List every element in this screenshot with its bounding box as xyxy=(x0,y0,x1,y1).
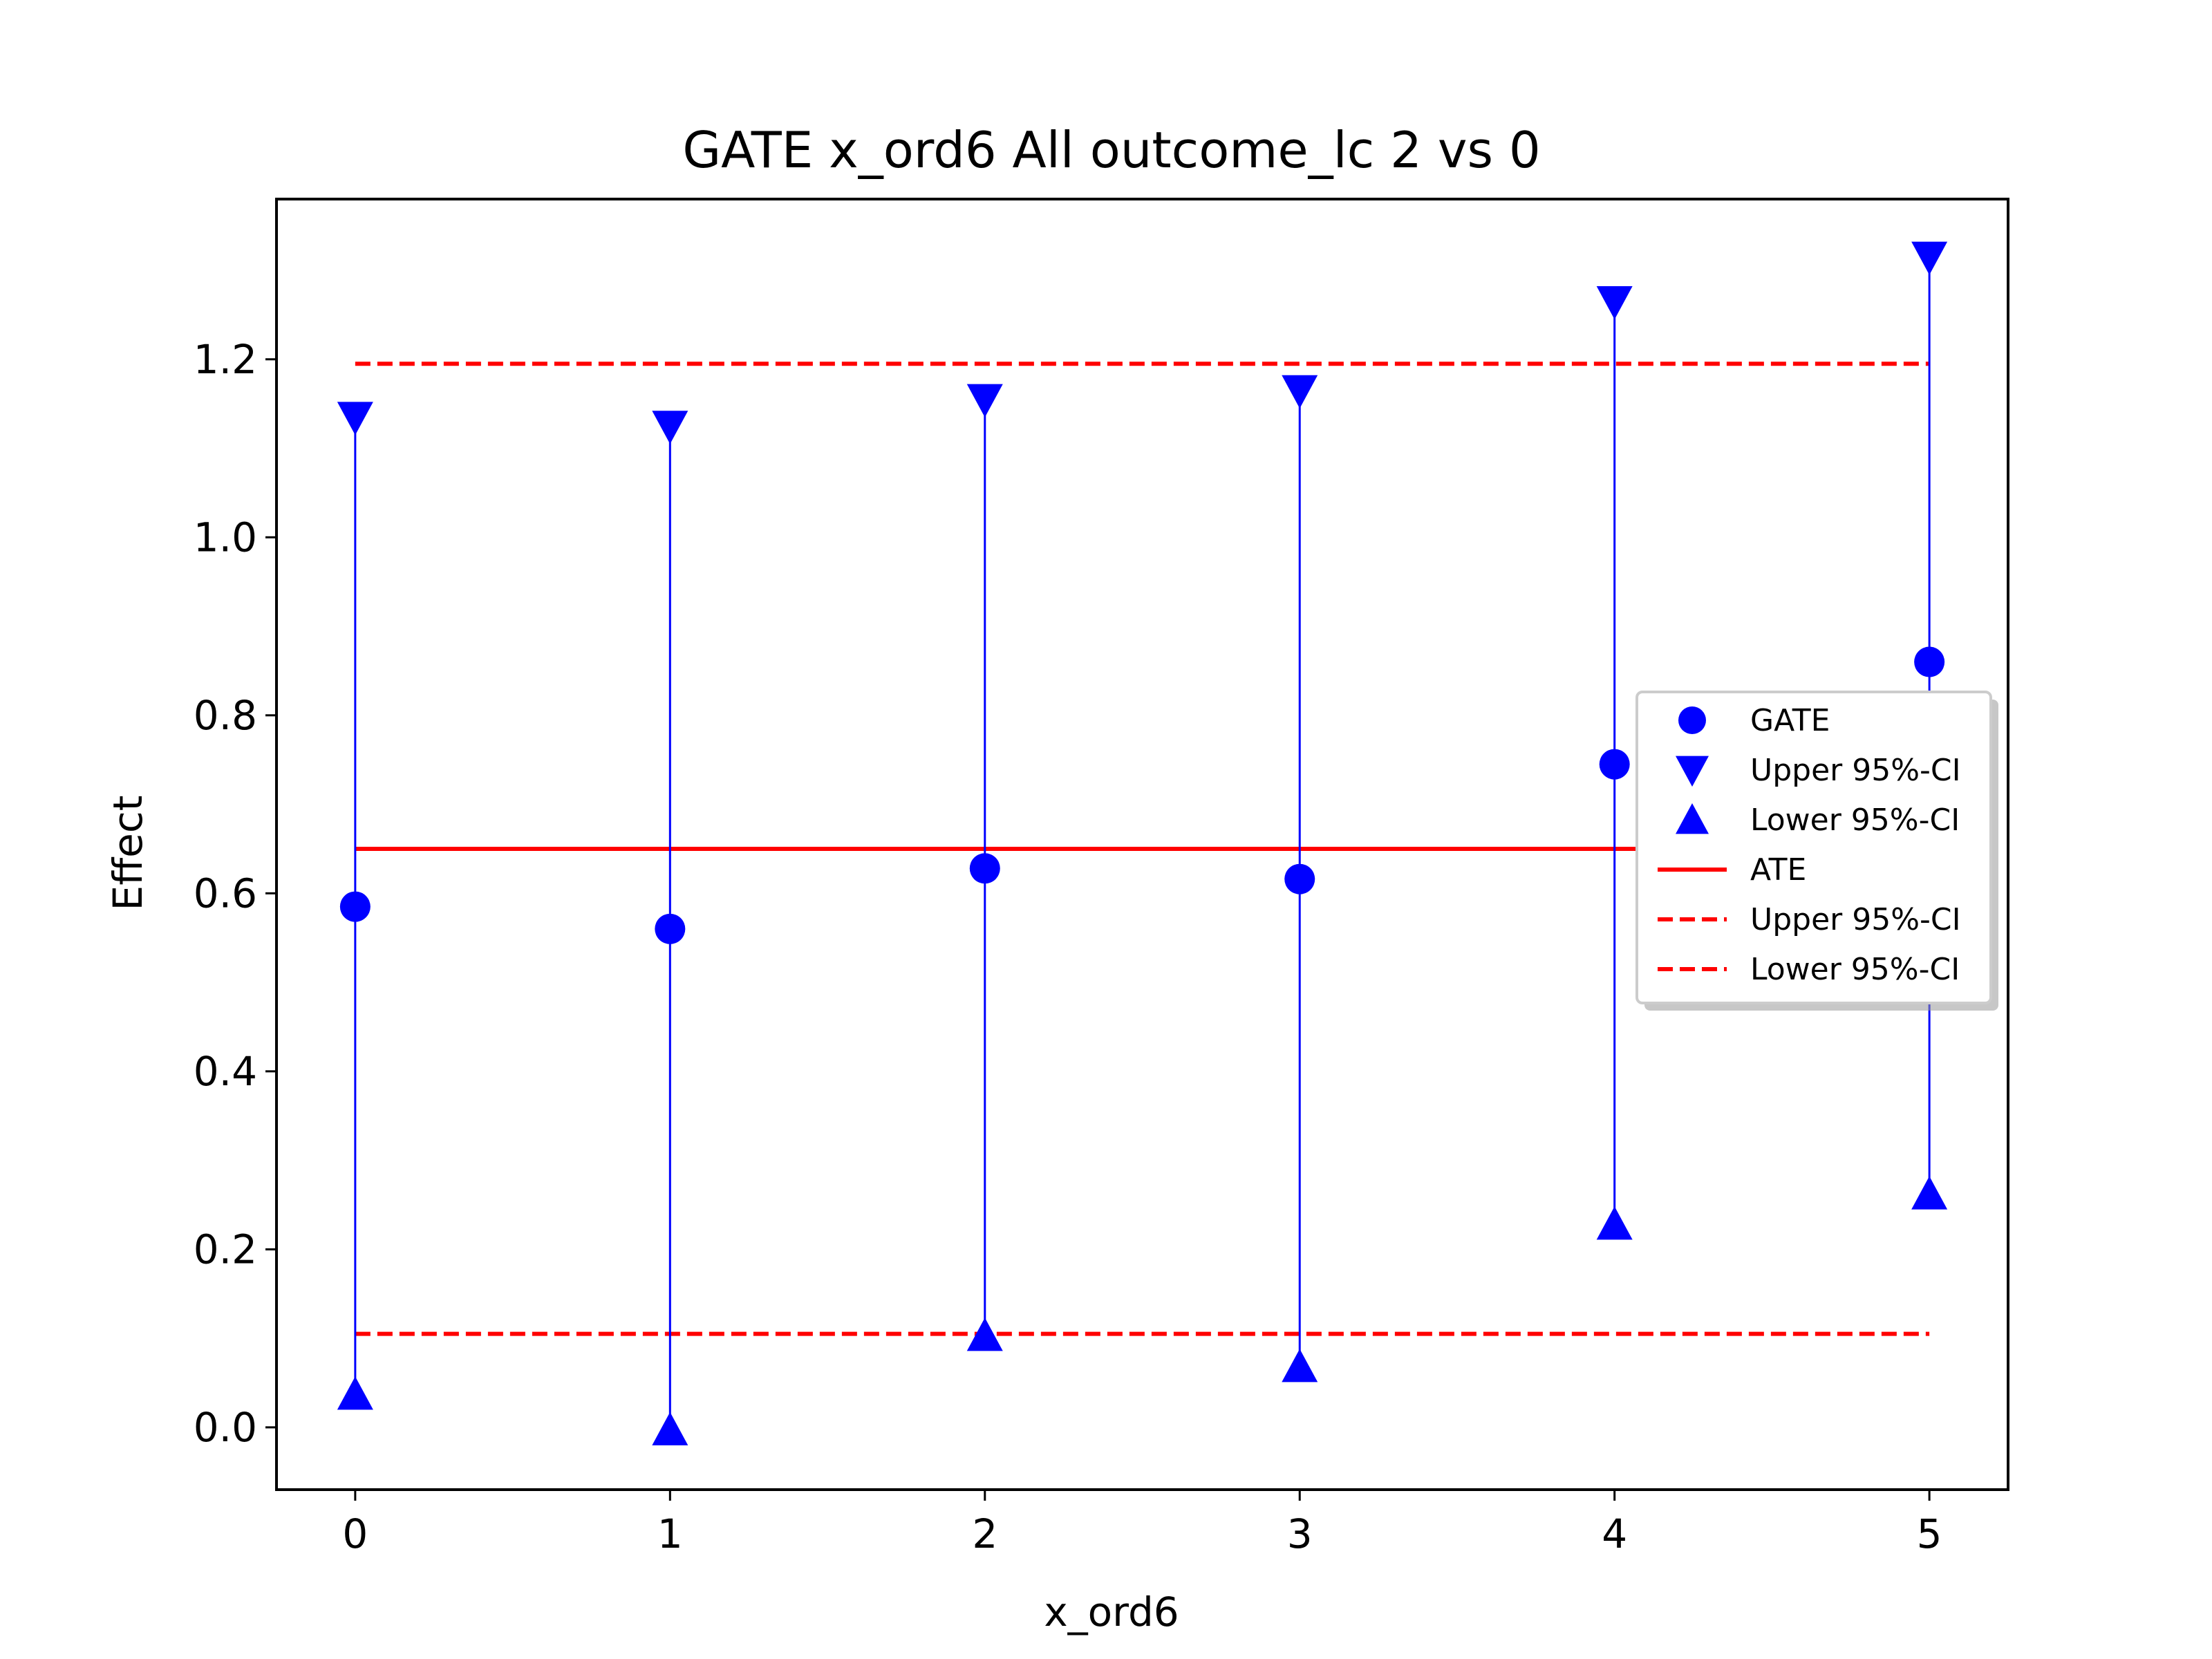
legend-label-2: Lower 95%-CI xyxy=(1750,803,1960,838)
plot-frame xyxy=(275,198,2009,1491)
legend-lower-ci-marker xyxy=(1676,803,1709,834)
plot-marks xyxy=(337,241,1948,1445)
x-tick-label-3: 3 xyxy=(1287,1510,1313,1557)
lower-ci-marker-1 xyxy=(652,1412,688,1445)
lower-ci-marker-5 xyxy=(1911,1176,1948,1210)
y-tick-label-1: 1.0 xyxy=(194,514,257,561)
gate-point-3 xyxy=(1284,863,1315,894)
upper-ci-marker-4 xyxy=(1596,285,1633,320)
y-tick-label-0.8: 0.8 xyxy=(194,692,257,739)
chart-title: GATE x_ord6 All outcome_lc 2 vs 0 xyxy=(682,121,1540,179)
x-tick-label-0: 0 xyxy=(342,1510,368,1557)
legend-box xyxy=(1635,691,1992,1004)
upper-ci-marker-3 xyxy=(1282,375,1318,409)
x-tick-label-5: 5 xyxy=(1917,1510,1942,1557)
x-tick-label-4: 4 xyxy=(1602,1510,1627,1557)
lower-ci-marker-0 xyxy=(337,1376,373,1410)
x-axis-label: x_ord6 xyxy=(1044,1588,1179,1635)
x-tick-label-1: 1 xyxy=(657,1510,683,1557)
lower-ci-marker-4 xyxy=(1596,1206,1633,1240)
y-tick-label-0: 0.0 xyxy=(194,1404,257,1451)
gate-point-0 xyxy=(339,891,371,922)
y-tick-label-0.4: 0.4 xyxy=(194,1048,257,1095)
y-axis-label: Effect xyxy=(104,796,151,911)
gate-point-1 xyxy=(655,913,686,944)
x-tick-label-2: 2 xyxy=(972,1510,997,1557)
legend-label-5: Lower 95%-CI xyxy=(1750,952,1960,987)
legend-label-3: ATE xyxy=(1750,852,1806,888)
legend-gate-marker xyxy=(1678,706,1706,734)
y-tick-label-0.2: 0.2 xyxy=(194,1226,257,1273)
upper-ci-marker-1 xyxy=(652,411,688,444)
legend-upper-ci-marker xyxy=(1676,756,1709,787)
upper-ci-marker-0 xyxy=(337,402,373,435)
upper-ci-marker-2 xyxy=(966,384,1003,418)
gate-point-4 xyxy=(1599,749,1630,780)
legend-label-1: Upper 95%-CI xyxy=(1750,753,1961,788)
y-tick-label-0.6: 0.6 xyxy=(194,870,257,917)
axis-ticks: 0 1 2 3 4 5 0.0 0.2 0.4 0.6 0.8 1.0 1.2 xyxy=(194,336,1942,1557)
lower-ci-marker-3 xyxy=(1282,1349,1318,1382)
lower-ci-marker-2 xyxy=(966,1318,1003,1351)
gate-point-5 xyxy=(1914,646,1945,677)
legend: GATE Upper 95%-CI Lower 95%-CI ATE Upper 95%… xyxy=(1635,691,1998,1011)
upper-ci-marker-5 xyxy=(1911,241,1948,275)
gate-point-2 xyxy=(969,853,1000,884)
legend-label-0: GATE xyxy=(1750,703,1830,738)
y-tick-label-1.2: 1.2 xyxy=(194,336,257,383)
legend-label-4: Upper 95%-CI xyxy=(1750,902,1961,937)
